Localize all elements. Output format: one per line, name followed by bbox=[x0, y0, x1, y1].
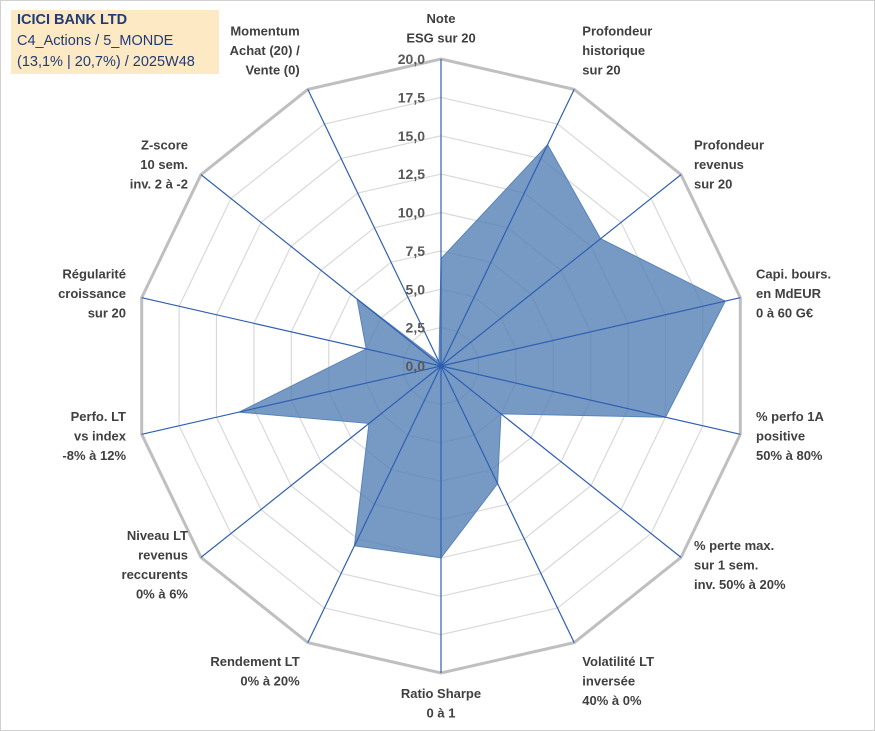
series-area bbox=[237, 143, 726, 559]
axis-label-line: Niveau LT bbox=[127, 528, 188, 543]
axis-label-line: inv. 50% à 20% bbox=[694, 577, 786, 592]
axis-label-line: vs index bbox=[74, 429, 127, 444]
axis-label-line: sur 20 bbox=[88, 305, 126, 320]
axis-spoke bbox=[440, 89, 575, 367]
axis-label-line: sur 20 bbox=[694, 177, 732, 192]
axis-spoke bbox=[200, 174, 442, 367]
axis-label: Niveau LT revenus reccurents 0% à 6% bbox=[122, 528, 189, 602]
axis-label: Volatilité LT inversée 40% à 0% bbox=[582, 654, 654, 708]
axis-label-line: Ratio Sharpe bbox=[401, 686, 481, 701]
tick-label: 12,5 bbox=[398, 166, 425, 182]
radar-series bbox=[237, 143, 726, 559]
radar-spokes bbox=[141, 59, 741, 673]
axis-label: Z-score 10 sem. inv. 2 à -2 bbox=[130, 138, 188, 192]
axis-label-line: % perte max. bbox=[694, 538, 774, 553]
axis-label-line: Note bbox=[427, 11, 456, 26]
axis-label-line: revenus bbox=[138, 548, 188, 563]
axis-label-line: historique bbox=[582, 43, 645, 58]
tick-label: 2,5 bbox=[406, 320, 426, 336]
axis-label: Ratio Sharpe 0 à 1 bbox=[401, 686, 481, 721]
axis-label-line: Achat (20) / bbox=[230, 43, 300, 58]
axis-label-line: Capi. bours. bbox=[756, 266, 831, 281]
axis-label: Capi. bours. en MdEUR 0 à 60 G€ bbox=[756, 266, 831, 320]
axis-label-line: Perfo. LT bbox=[71, 409, 126, 424]
axis-label-line: reccurents bbox=[122, 567, 188, 582]
axis-label: Profondeur historique sur 20 bbox=[582, 23, 652, 77]
axis-label-line: inversée bbox=[582, 674, 635, 689]
chart-category: C4_Actions / 5_MONDE bbox=[17, 33, 174, 49]
axis-label-line: Profondeur bbox=[694, 138, 764, 153]
axis-label-line: 10 sem. bbox=[140, 157, 188, 172]
radar-tick-labels: 0,0 2,5 5,0 7,5 10,0 12,5 15,0 17,5 20,0 bbox=[398, 51, 425, 374]
axis-label-line: % perfo 1A bbox=[756, 409, 825, 424]
tick-label: 7,5 bbox=[406, 243, 426, 259]
axis-spoke bbox=[141, 365, 442, 435]
tick-label: 5,0 bbox=[406, 281, 426, 297]
tick-label: 10,0 bbox=[398, 205, 425, 221]
tick-label: 15,0 bbox=[398, 128, 425, 144]
axis-spoke bbox=[440, 365, 682, 558]
chart-title-box: ICICI BANK LTD C4_Actions / 5_MONDE (13,… bbox=[11, 10, 219, 74]
axis-label: Rendement LT 0% à 20% bbox=[210, 654, 300, 689]
axis-spoke bbox=[307, 89, 442, 367]
axis-label-line: 0 à 1 bbox=[427, 706, 456, 721]
axis-label: % perte max. sur 1 sem. inv. 50% à 20% bbox=[694, 538, 786, 592]
axis-spoke bbox=[200, 365, 442, 558]
axis-label: Régularité croissance sur 20 bbox=[58, 266, 126, 320]
axis-label-line: Rendement LT bbox=[210, 654, 299, 669]
axis-label: Profondeur revenus sur 20 bbox=[694, 138, 764, 192]
tick-label: 20,0 bbox=[398, 51, 425, 67]
axis-spoke bbox=[307, 365, 442, 643]
tick-label: 0,0 bbox=[406, 358, 426, 374]
axis-spoke bbox=[440, 297, 741, 367]
axis-label-line: inv. 2 à -2 bbox=[130, 177, 188, 192]
axis-label-line: sur 1 sem. bbox=[694, 557, 758, 572]
axis-label-line: croissance bbox=[58, 286, 126, 301]
axis-spoke bbox=[141, 297, 442, 367]
chart-title: ICICI BANK LTD bbox=[17, 12, 128, 28]
axis-label-line: Vente (0) bbox=[246, 62, 300, 77]
axis-label-line: 0% à 6% bbox=[136, 587, 188, 602]
axis-label-line: -8% à 12% bbox=[62, 448, 126, 463]
axis-label: Note ESG sur 20 bbox=[406, 11, 475, 46]
axis-label-line: positive bbox=[756, 429, 805, 444]
axis-label-line: Z-score bbox=[141, 138, 188, 153]
axis-label-line: ESG sur 20 bbox=[406, 31, 475, 46]
axis-label-line: sur 20 bbox=[582, 62, 620, 77]
axis-label-line: revenus bbox=[694, 157, 744, 172]
axis-label-line: Momentum bbox=[230, 23, 299, 38]
axis-label-line: 0% à 20% bbox=[240, 674, 300, 689]
radar-axis-labels: Note ESG sur 20 Profondeur historique sur 20… bbox=[58, 11, 831, 721]
chart-period: (13,1% | 20,7%) / 2025W48 bbox=[17, 54, 195, 70]
axis-spoke bbox=[440, 365, 741, 435]
axis-label: Momentum Achat (20) / Vente (0) bbox=[230, 23, 300, 77]
axis-label-line: 0 à 60 G€ bbox=[756, 305, 813, 320]
axis-label-line: 50% à 80% bbox=[756, 448, 823, 463]
axis-label: Perfo. LT vs index -8% à 12% bbox=[62, 409, 126, 463]
axis-label-line: Régularité bbox=[62, 266, 126, 281]
tick-label: 17,5 bbox=[398, 89, 425, 105]
axis-label: % perfo 1A positive 50% à 80% bbox=[756, 409, 825, 463]
axis-label-line: Profondeur bbox=[582, 23, 652, 38]
axis-label-line: Volatilité LT bbox=[582, 654, 654, 669]
axis-label-line: 40% à 0% bbox=[582, 693, 642, 708]
axis-spoke bbox=[440, 365, 575, 643]
axis-spoke bbox=[440, 174, 682, 367]
axis-label-line: en MdEUR bbox=[756, 286, 822, 301]
